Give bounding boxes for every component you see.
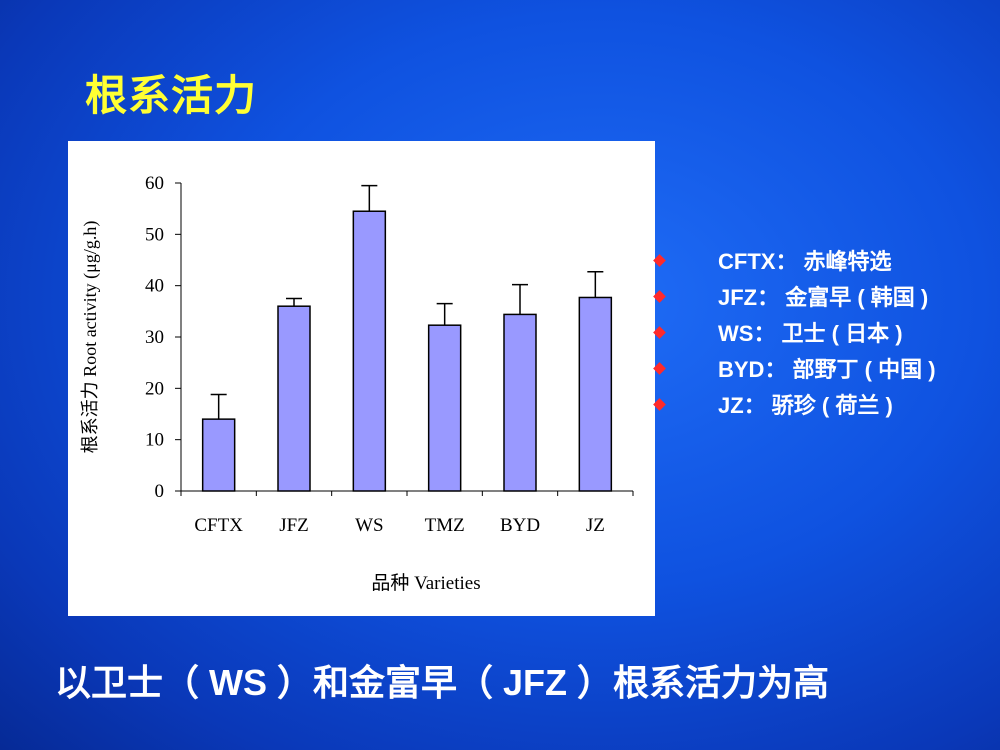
- diamond-bullet-icon: [653, 362, 666, 375]
- bar-chart: 0 10 20 30 40 50 60 CFTX JFZ WS TMZ BYD JZ 根系活力 Roo…: [80, 173, 634, 594]
- legend-item: JFZ： 金富早 ( 韩国 ): [652, 280, 936, 316]
- x-tick-label: BYD: [500, 515, 540, 536]
- conclusion-text: 以卫士（ WS ）和金富早（ JFZ ）根系活力为高: [55, 662, 830, 703]
- chart-error-bars: [210, 184, 604, 420]
- x-tick-label: JFZ: [279, 515, 309, 536]
- y-tick-label: 50: [145, 224, 164, 245]
- x-tick-label: JZ: [586, 515, 605, 536]
- bar-cftx: [201, 418, 236, 492]
- diamond-bullet-icon: [653, 398, 666, 411]
- legend-item: JZ： 骄珍 ( 荷兰 ): [652, 388, 936, 424]
- y-tick-label: 10: [145, 430, 164, 451]
- legend-item-label: JFZ： 金富早 ( 韩国 ): [718, 285, 929, 310]
- slide-title: 根系活力: [85, 71, 258, 120]
- y-tick-label: 60: [145, 173, 164, 194]
- bar-byd: [503, 313, 537, 492]
- x-tick-label: WS: [355, 515, 384, 536]
- diamond-bullet-icon: [653, 254, 666, 267]
- x-tick-label: TMZ: [425, 515, 465, 536]
- y-tick-label: 20: [145, 378, 164, 399]
- y-tick-labels: 0 10 20 30 40 50 60: [145, 173, 164, 502]
- diamond-bullet-icon: [653, 326, 666, 339]
- diamond-bullet-icon: [653, 290, 666, 303]
- chart-axes: [175, 182, 634, 496]
- variety-legend: CFTX： 赤峰特选 JFZ： 金富早 ( 韩国 ) WS： 卫士 ( 日本 )…: [652, 244, 936, 424]
- bar-jfz: [277, 305, 311, 492]
- legend-item: CFTX： 赤峰特选: [652, 244, 936, 280]
- y-axis-label: 根系活力 Root activity (μg/g.h): [80, 221, 101, 454]
- y-tick-label: 40: [145, 276, 164, 297]
- y-tick-label: 30: [145, 327, 164, 348]
- bar-tmz: [427, 324, 462, 492]
- legend-item-label: JZ： 骄珍 ( 荷兰 ): [718, 393, 893, 418]
- bar-jz: [578, 296, 613, 492]
- x-axis-label: 品种 Varieties: [371, 572, 480, 594]
- y-tick-label: 0: [155, 481, 165, 502]
- chart-panel: 0 10 20 30 40 50 60 CFTX JFZ WS TMZ BYD JZ 根系活力 Roo…: [68, 141, 655, 616]
- x-tick-label: CFTX: [194, 515, 243, 536]
- bar-ws: [352, 210, 387, 492]
- legend-item-label: BYD： 部野丁 ( 中国 ): [718, 357, 936, 382]
- legend-item: WS： 卫士 ( 日本 ): [652, 316, 936, 352]
- x-tick-labels: CFTX JFZ WS TMZ BYD JZ: [194, 515, 604, 536]
- legend-item-label: WS： 卫士 ( 日本 ): [718, 321, 903, 346]
- chart-bars: [201, 210, 613, 492]
- legend-item: BYD： 部野丁 ( 中国 ): [652, 352, 936, 388]
- legend-item-label: CFTX： 赤峰特选: [718, 249, 892, 274]
